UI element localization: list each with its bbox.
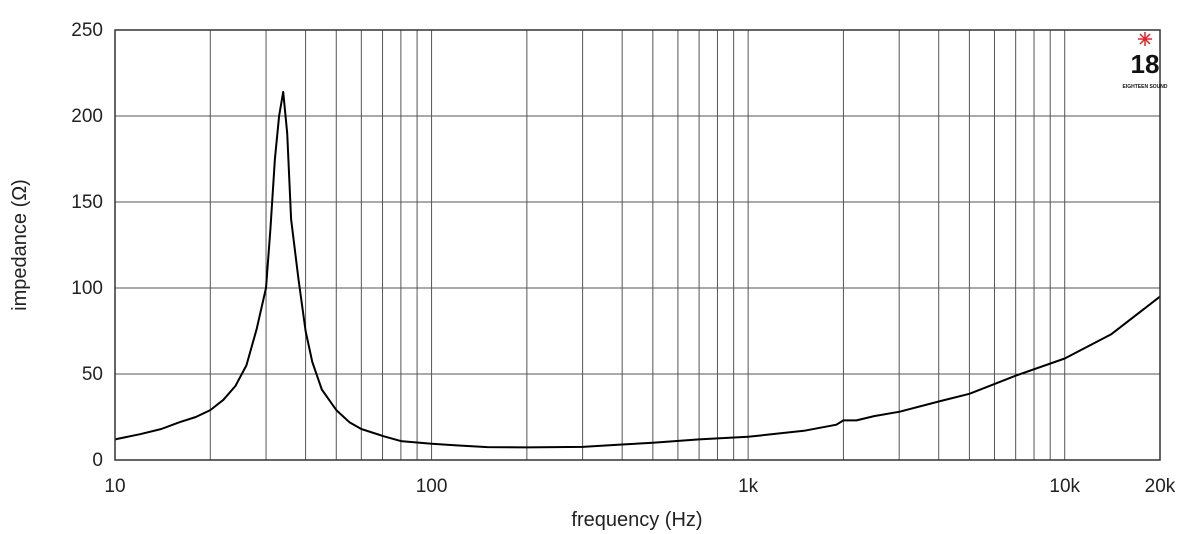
x-tick-label: 1k (738, 476, 759, 497)
logo-text: EIGHTEEN SOUND (1122, 84, 1167, 90)
y-tick-label: 100 (71, 278, 103, 299)
y-tick-label: 150 (71, 192, 103, 213)
star-icon (1138, 32, 1152, 46)
tick-labels: 0 50 100 150 200 250 10 100 1k 10k 20k (71, 20, 1176, 497)
grid-lines (115, 30, 1160, 460)
y-tick-label: 50 (82, 364, 103, 385)
x-axis-label: frequency (Hz) (571, 509, 702, 531)
y-tick-label: 200 (71, 106, 103, 127)
x-tick-label: 10 (104, 476, 125, 497)
x-tick-label: 10k (1049, 476, 1080, 497)
y-tick-label: 250 (71, 20, 103, 41)
y-tick-label: 0 (92, 450, 103, 471)
plot-frame (114, 29, 1161, 461)
series-layer (114, 90, 1161, 449)
y-axis-label: impedance (Ω) (9, 179, 31, 311)
brand-logo: 18 EIGHTEEN SOUND (1122, 32, 1168, 90)
logo-number: 18 (1131, 49, 1160, 79)
impedance-curve (114, 90, 1161, 449)
x-tick-label: 100 (416, 476, 448, 497)
x-tick-label: 20k (1145, 476, 1176, 497)
